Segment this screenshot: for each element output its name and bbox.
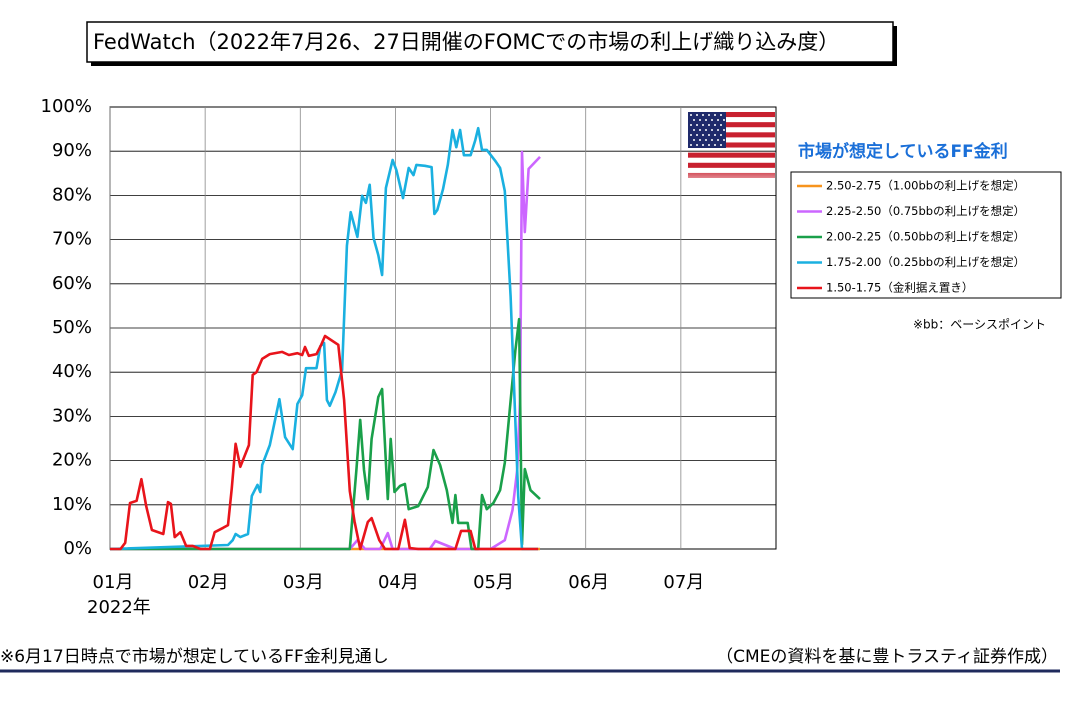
flag-star bbox=[702, 124, 704, 126]
x-tick-label: 05月 bbox=[473, 572, 514, 593]
legend-label: 2.25-2.50（0.75bbの利上げを想定） bbox=[826, 204, 1025, 218]
flag-star bbox=[690, 134, 692, 136]
legend-box bbox=[790, 171, 1062, 299]
flag-star bbox=[720, 134, 722, 136]
flag-star bbox=[705, 129, 707, 131]
legend-note: ※bb：ベーシスポイント bbox=[913, 318, 1046, 332]
chart-title: FedWatch（2022年7月26、27日開催のFOMCでの市場の利上げ織り込… bbox=[93, 30, 839, 54]
footnote: ※6月17日時点で市場が想定しているFF金利見通し bbox=[0, 647, 389, 667]
y-tick-label: 0% bbox=[63, 538, 92, 559]
series-line bbox=[109, 126, 539, 551]
y-tick-label: 60% bbox=[52, 273, 92, 294]
flag-star bbox=[708, 114, 710, 116]
us-flag bbox=[688, 112, 775, 190]
flag-star bbox=[723, 119, 725, 121]
flag-stripe bbox=[688, 142, 775, 148]
plot-lines bbox=[109, 126, 541, 551]
flag-star bbox=[696, 134, 698, 136]
flag-star bbox=[723, 139, 725, 141]
flag-star bbox=[705, 139, 707, 141]
legend-label: 1.50-1.75（金利据え置き） bbox=[826, 281, 973, 295]
flag-star bbox=[723, 129, 725, 131]
legend-title: 市場が想定しているFF金利 bbox=[798, 141, 1008, 162]
flag-star bbox=[714, 114, 716, 116]
flag-star bbox=[714, 124, 716, 126]
flag-star bbox=[711, 119, 713, 121]
flag-star bbox=[702, 114, 704, 116]
series-line bbox=[110, 317, 541, 551]
legend-label: 1.75-2.00（0.25bbの利上げを想定） bbox=[826, 255, 1025, 269]
y-tick-label: 50% bbox=[52, 317, 92, 338]
legend-label: 2.50-2.75（1.00bbの利上げを想定） bbox=[826, 179, 1025, 193]
x-tick-label: 03月 bbox=[283, 572, 324, 593]
flag-stripe bbox=[688, 132, 775, 138]
flag-stripe bbox=[688, 162, 775, 168]
flag-stars bbox=[690, 114, 725, 146]
y-tick-label: 80% bbox=[52, 184, 92, 205]
flag-star bbox=[690, 114, 692, 116]
flag-star bbox=[690, 124, 692, 126]
flag-star bbox=[711, 139, 713, 141]
x-year-label: 2022年 bbox=[87, 597, 151, 618]
flag-star bbox=[720, 114, 722, 116]
flag-star bbox=[720, 144, 722, 146]
source-note: （CMEの資料を基に豊トラスティ証券作成） bbox=[716, 647, 1058, 667]
flag-star bbox=[714, 144, 716, 146]
flag-star bbox=[708, 124, 710, 126]
flag-star bbox=[717, 119, 719, 121]
x-tick-label: 06月 bbox=[568, 572, 609, 593]
flag-star bbox=[717, 139, 719, 141]
flag-star bbox=[708, 144, 710, 146]
series-line bbox=[110, 334, 539, 551]
y-tick-label: 90% bbox=[52, 140, 92, 161]
flag-star bbox=[717, 129, 719, 131]
flag-star bbox=[696, 124, 698, 126]
flag-star bbox=[696, 114, 698, 116]
x-tick-label: 07月 bbox=[663, 572, 704, 593]
flag-star bbox=[693, 139, 695, 141]
flag-star bbox=[714, 134, 716, 136]
flag-star bbox=[702, 144, 704, 146]
flag-star bbox=[690, 144, 692, 146]
y-tick-label: 30% bbox=[52, 405, 92, 426]
flag-star bbox=[711, 129, 713, 131]
x-tick-label: 01月 bbox=[93, 572, 134, 593]
x-tick-label: 04月 bbox=[378, 572, 419, 593]
flag-star bbox=[705, 119, 707, 121]
y-tick-label: 70% bbox=[52, 229, 92, 250]
flag-star bbox=[699, 119, 701, 121]
flag-stripe bbox=[688, 112, 775, 118]
y-tick-label: 20% bbox=[52, 450, 92, 471]
flag-fade bbox=[688, 168, 775, 190]
x-tick-label: 02月 bbox=[188, 572, 229, 593]
flag-star bbox=[696, 144, 698, 146]
flag-star bbox=[702, 134, 704, 136]
y-tick-label: 10% bbox=[52, 494, 92, 515]
grid bbox=[109, 106, 776, 550]
title-box bbox=[86, 21, 894, 63]
flag-stripe bbox=[688, 152, 775, 158]
legend-label: 2.00-2.25（0.50bbの利上げを想定） bbox=[826, 230, 1025, 244]
flag-stripe bbox=[688, 122, 775, 128]
flag-star bbox=[699, 129, 701, 131]
y-tick-label: 100% bbox=[41, 96, 92, 117]
flag-star bbox=[693, 119, 695, 121]
flag-star bbox=[699, 139, 701, 141]
flag-star bbox=[693, 129, 695, 131]
flag-star bbox=[708, 134, 710, 136]
flag-star bbox=[720, 124, 722, 126]
y-tick-label: 40% bbox=[52, 361, 92, 382]
